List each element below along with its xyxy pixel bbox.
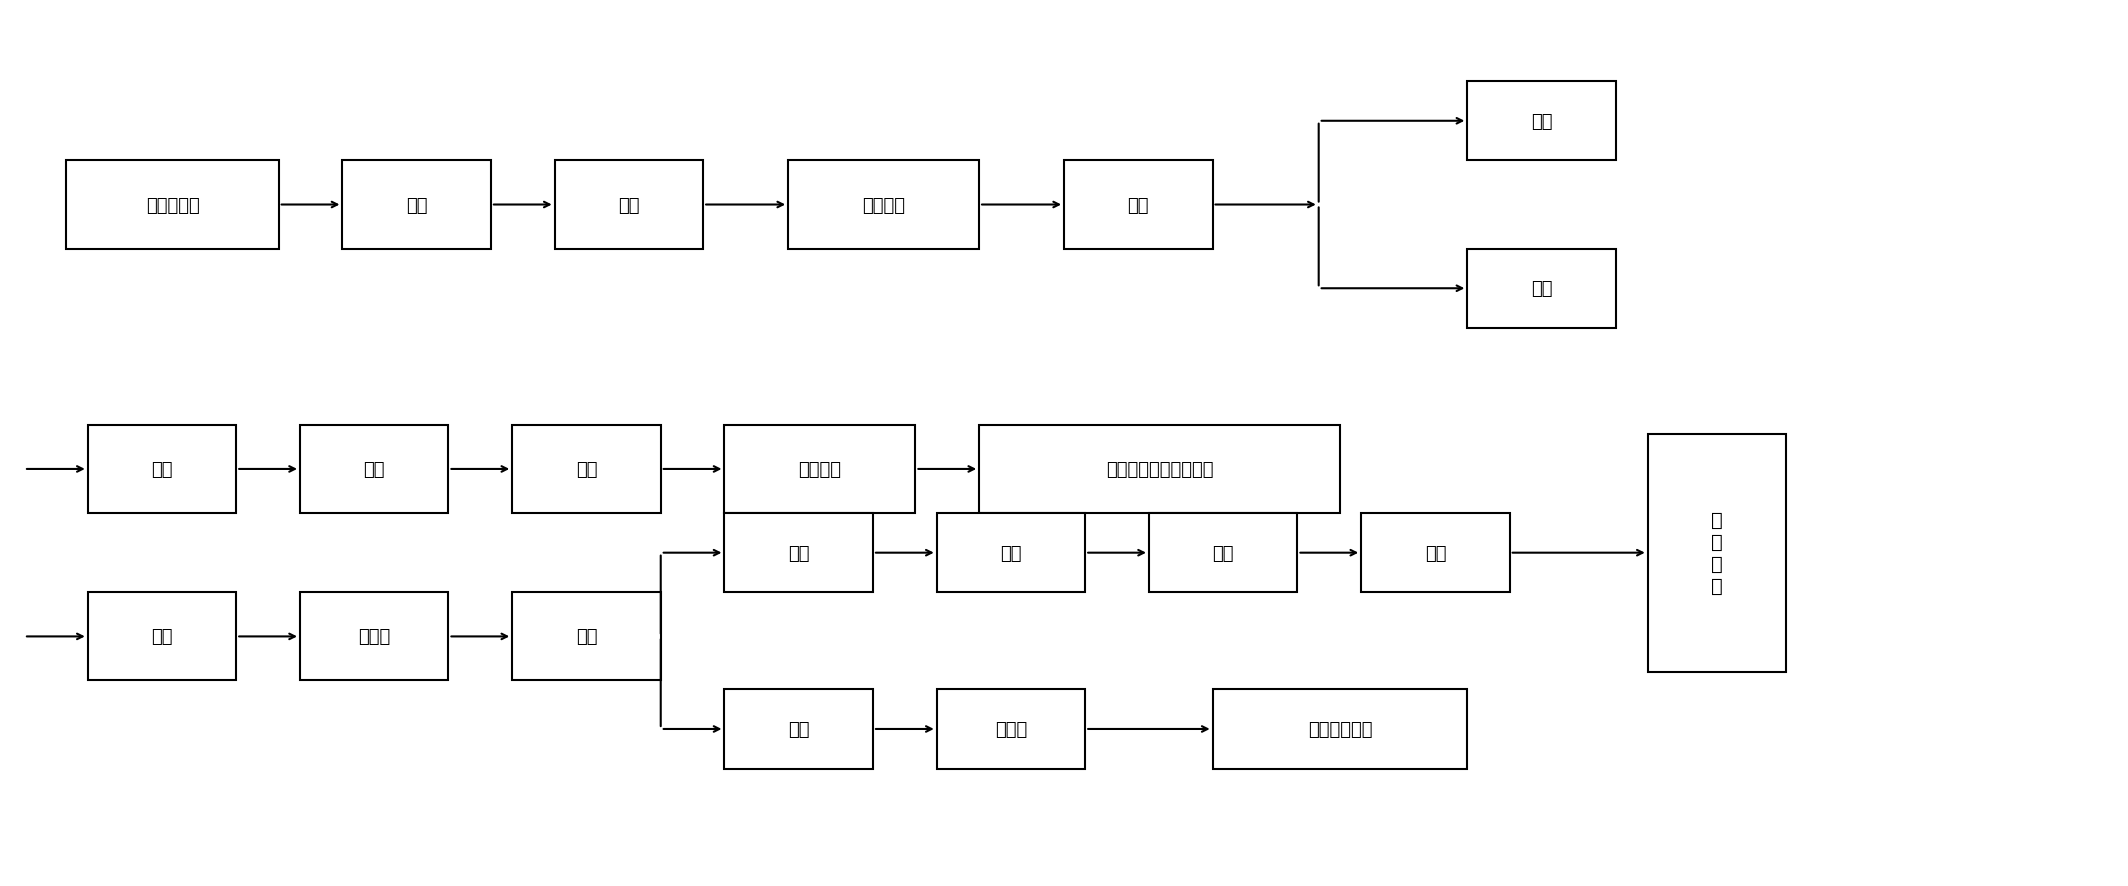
FancyBboxPatch shape — [1064, 161, 1213, 249]
Text: 过滤: 过滤 — [1128, 197, 1149, 214]
FancyBboxPatch shape — [724, 513, 872, 593]
Text: 滤渣: 滤渣 — [787, 544, 809, 562]
Text: 七水氯化亚铈: 七水氯化亚铈 — [1309, 720, 1373, 738]
Text: 研磨: 研磨 — [406, 197, 428, 214]
FancyBboxPatch shape — [1362, 513, 1509, 593]
FancyBboxPatch shape — [513, 425, 660, 513]
FancyBboxPatch shape — [1149, 513, 1298, 593]
Text: 浓缩: 浓缩 — [364, 461, 385, 478]
FancyBboxPatch shape — [87, 593, 236, 680]
FancyBboxPatch shape — [513, 593, 660, 680]
FancyBboxPatch shape — [724, 689, 872, 769]
FancyBboxPatch shape — [979, 425, 1341, 513]
FancyBboxPatch shape — [555, 161, 702, 249]
Text: 滤渣: 滤渣 — [1530, 280, 1551, 298]
Text: 浓盐酸: 浓盐酸 — [358, 627, 389, 646]
FancyBboxPatch shape — [66, 161, 279, 249]
Text: 重结晶: 重结晶 — [994, 720, 1028, 738]
Text: 二
氧
化
硅: 二 氧 化 硅 — [1711, 510, 1722, 595]
Text: 烘干: 烘干 — [1213, 544, 1234, 562]
Text: 过滤: 过滤 — [577, 627, 598, 646]
FancyBboxPatch shape — [1213, 689, 1468, 769]
FancyBboxPatch shape — [787, 161, 979, 249]
FancyBboxPatch shape — [300, 593, 449, 680]
Text: 滤液: 滤液 — [787, 720, 809, 738]
Text: 洗涤: 洗涤 — [1000, 544, 1021, 562]
FancyBboxPatch shape — [343, 161, 492, 249]
Text: 焙烧: 焙烧 — [1424, 544, 1447, 562]
FancyBboxPatch shape — [936, 513, 1085, 593]
Text: 冷凝: 冷凝 — [577, 461, 598, 478]
FancyBboxPatch shape — [87, 425, 236, 513]
Text: 钠、镁、钙磷酸盐晶体: 钠、镁、钙磷酸盐晶体 — [1107, 461, 1213, 478]
Text: 水晶石废料: 水晶石废料 — [145, 197, 200, 214]
FancyBboxPatch shape — [1468, 82, 1615, 161]
Text: 分步结晶: 分步结晶 — [798, 461, 841, 478]
FancyBboxPatch shape — [1468, 249, 1615, 329]
Text: 磷酸除杂: 磷酸除杂 — [862, 197, 904, 214]
Text: 滤液: 滤液 — [1530, 113, 1551, 130]
FancyBboxPatch shape — [724, 425, 915, 513]
FancyBboxPatch shape — [1647, 434, 1785, 672]
Text: 过筛: 过筛 — [617, 197, 641, 214]
FancyBboxPatch shape — [300, 425, 449, 513]
Text: 加热: 加热 — [151, 461, 172, 478]
Text: 洗涤: 洗涤 — [151, 627, 172, 646]
FancyBboxPatch shape — [936, 689, 1085, 769]
